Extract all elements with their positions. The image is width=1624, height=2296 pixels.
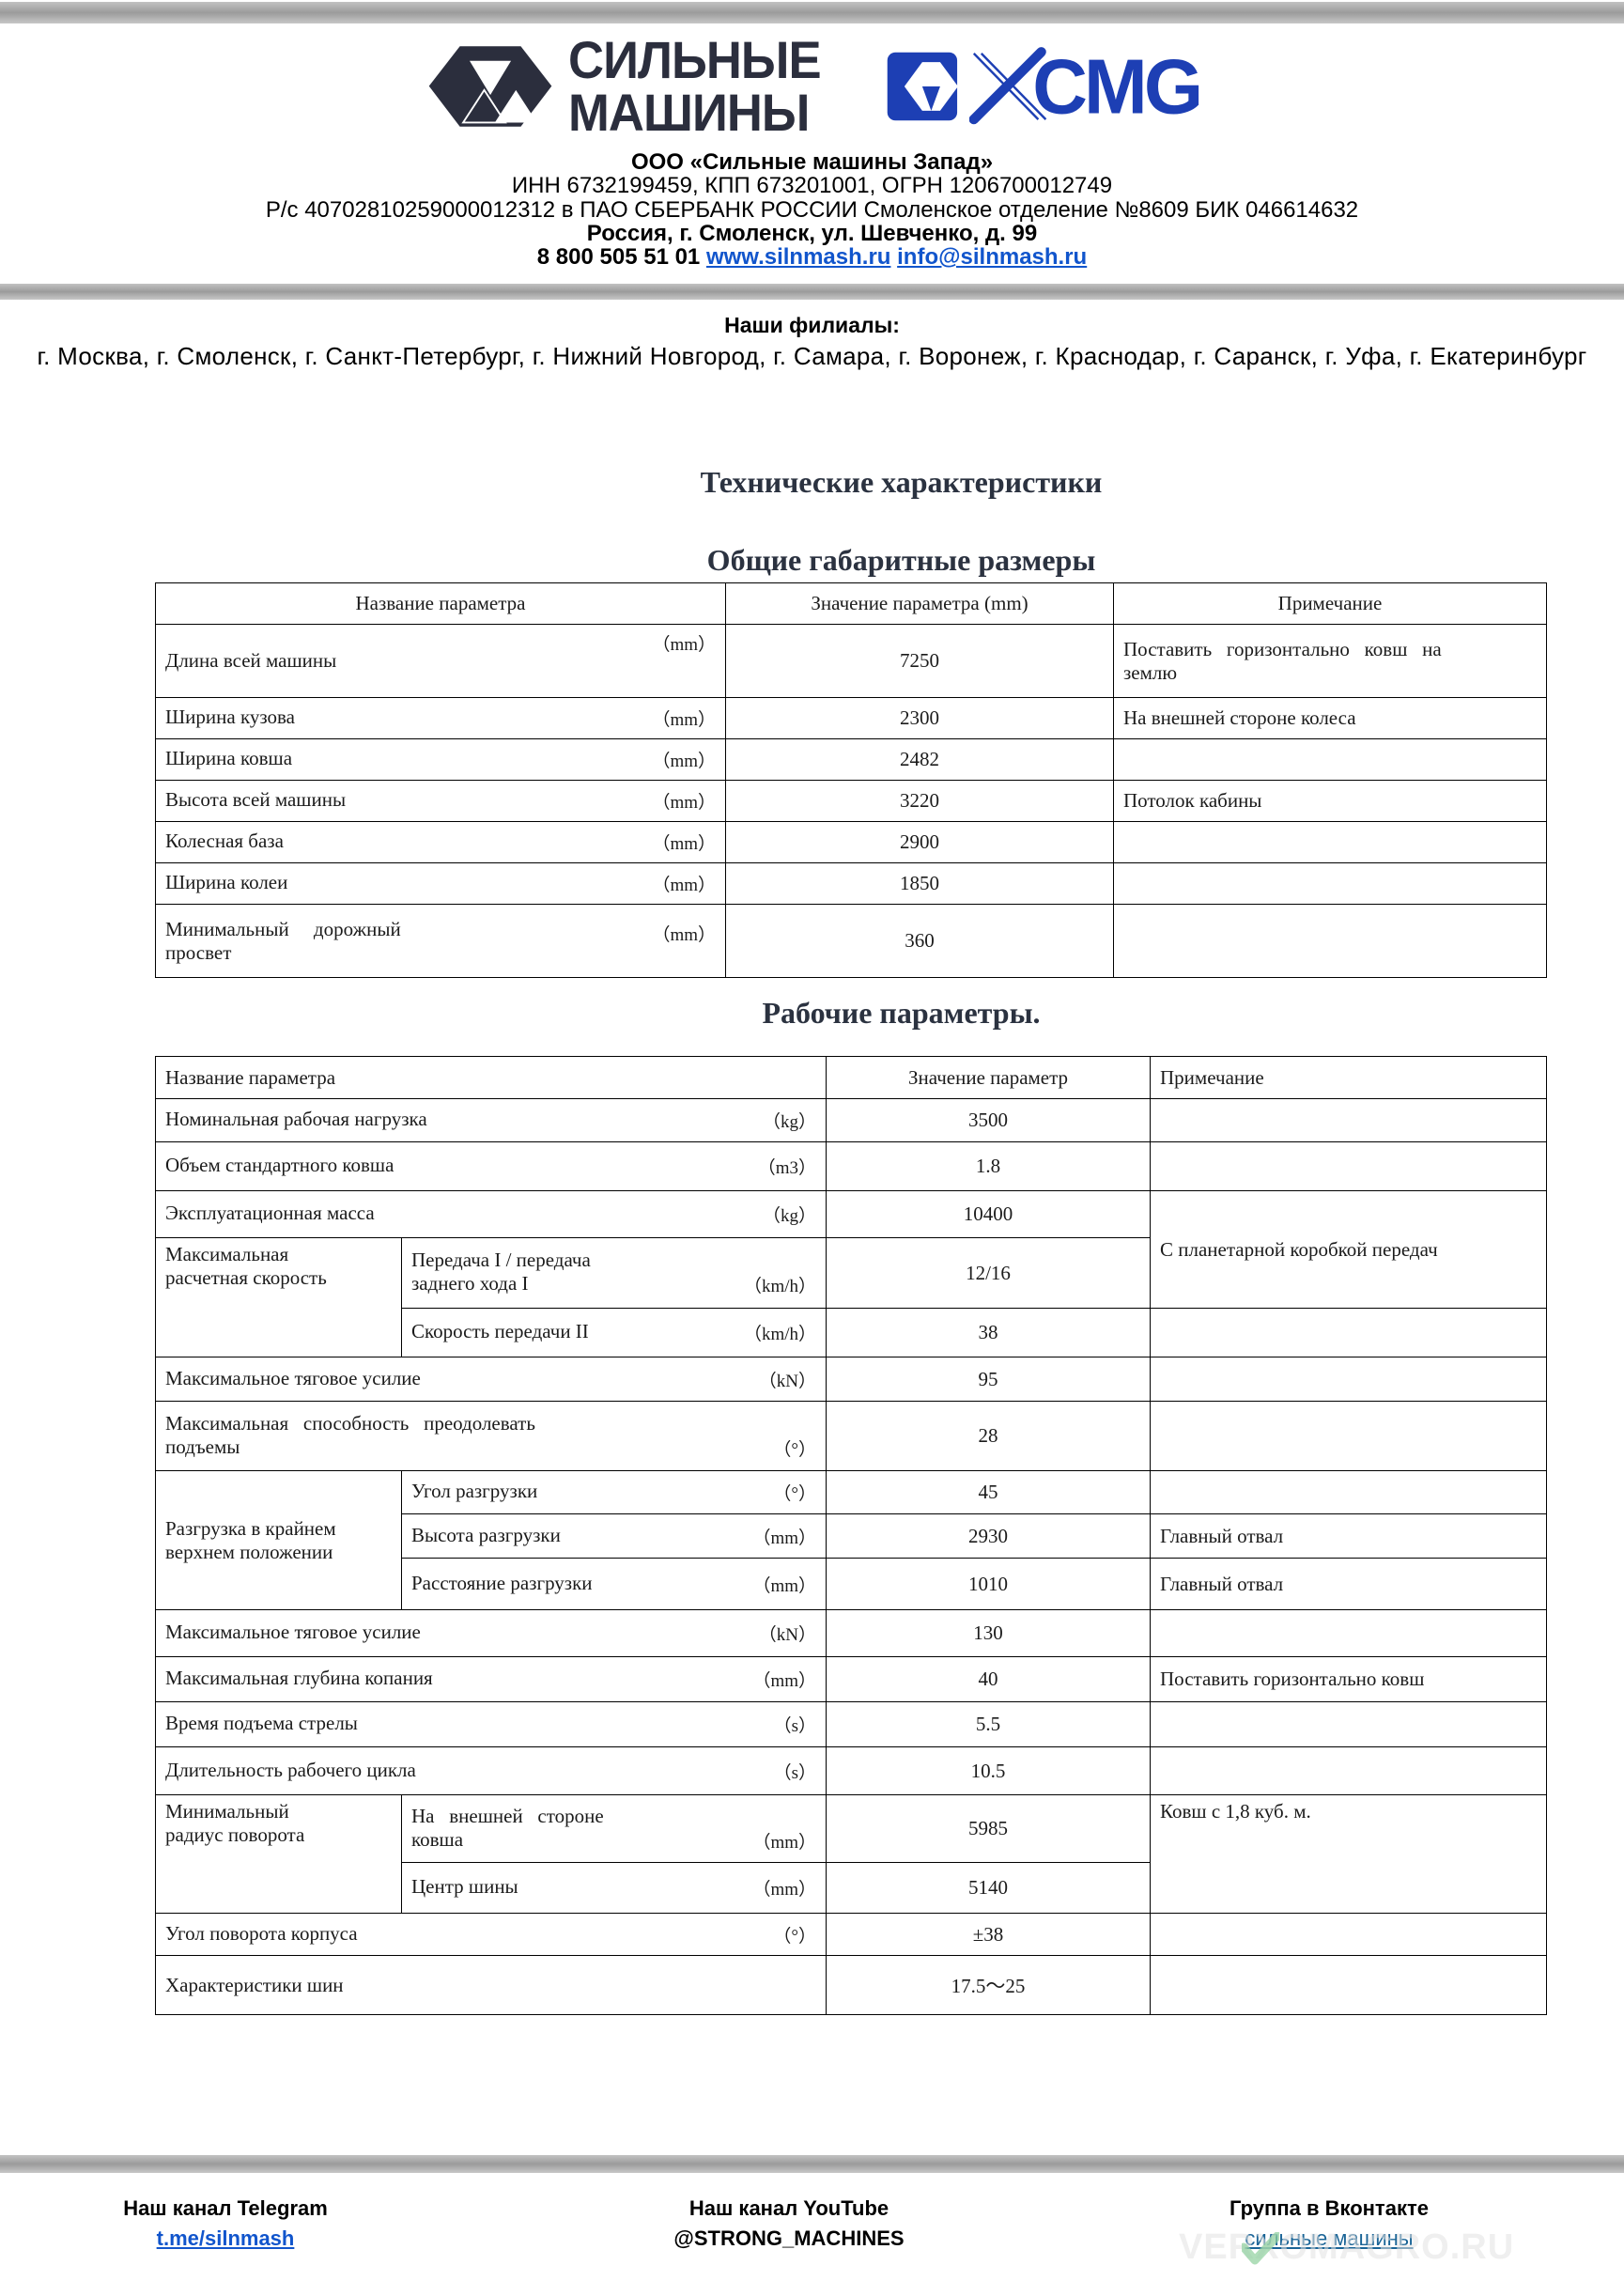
svg-text:VERXOMAGRO.RU: VERXOMAGRO.RU xyxy=(1179,2227,1514,2267)
svg-text:CMG: CMG xyxy=(1032,44,1199,131)
